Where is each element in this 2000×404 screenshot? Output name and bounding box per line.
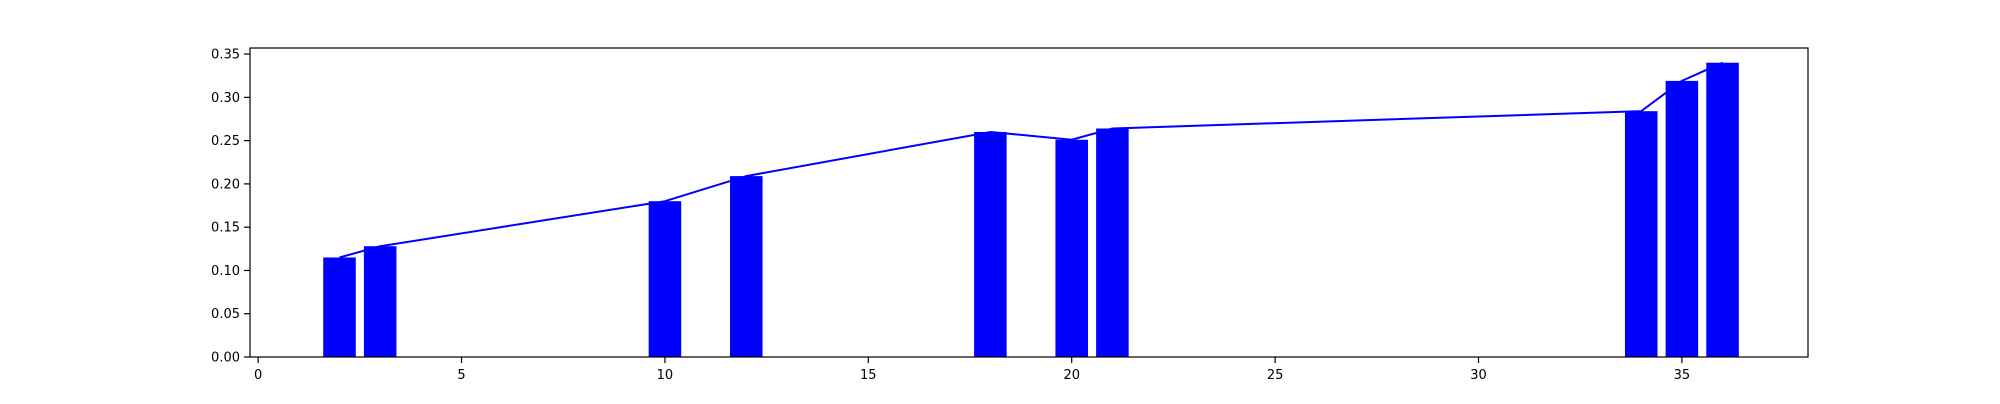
line-layer — [339, 61, 1723, 259]
bar-34 — [1624, 111, 1658, 358]
x-tick-label: 5 — [457, 368, 465, 383]
bar-12 — [730, 176, 763, 357]
y-tick-label: 0.05 — [211, 307, 240, 322]
bar-35 — [1665, 80, 1699, 357]
x-tick-label: 35 — [1674, 368, 1691, 383]
x-tick-label: 10 — [657, 368, 674, 383]
bar-10 — [648, 201, 682, 357]
bar-18 — [974, 131, 1007, 357]
x-tick-label: 20 — [1063, 368, 1080, 383]
bar-21 — [1096, 128, 1129, 357]
bar-3 — [363, 246, 397, 357]
series-line — [339, 61, 1723, 259]
x-tick-label: 25 — [1267, 368, 1284, 383]
y-tick-label: 0.00 — [211, 351, 240, 366]
y-tick-label: 0.25 — [211, 134, 240, 149]
x-tick-label: 0 — [254, 368, 262, 383]
y-tick-label: 0.30 — [211, 91, 240, 106]
plot-frame — [249, 47, 1809, 358]
bar-36 — [1706, 62, 1739, 358]
bar-20 — [1055, 139, 1088, 357]
bars-layer — [323, 62, 1739, 358]
x-tick-label: 15 — [860, 368, 877, 383]
y-tick-label: 0.10 — [211, 264, 240, 279]
y-tick-label: 0.35 — [211, 48, 240, 63]
y-tick-label: 0.20 — [211, 177, 240, 192]
y-tick-label: 0.15 — [211, 221, 240, 236]
bar-2 — [323, 257, 356, 357]
x-tick-label: 30 — [1470, 368, 1487, 383]
axes-layer: 0 5 10 15 20 25 30 35 0.00 0.05 0.10 0.15 0.20 0.25 0.… — [211, 47, 1809, 383]
